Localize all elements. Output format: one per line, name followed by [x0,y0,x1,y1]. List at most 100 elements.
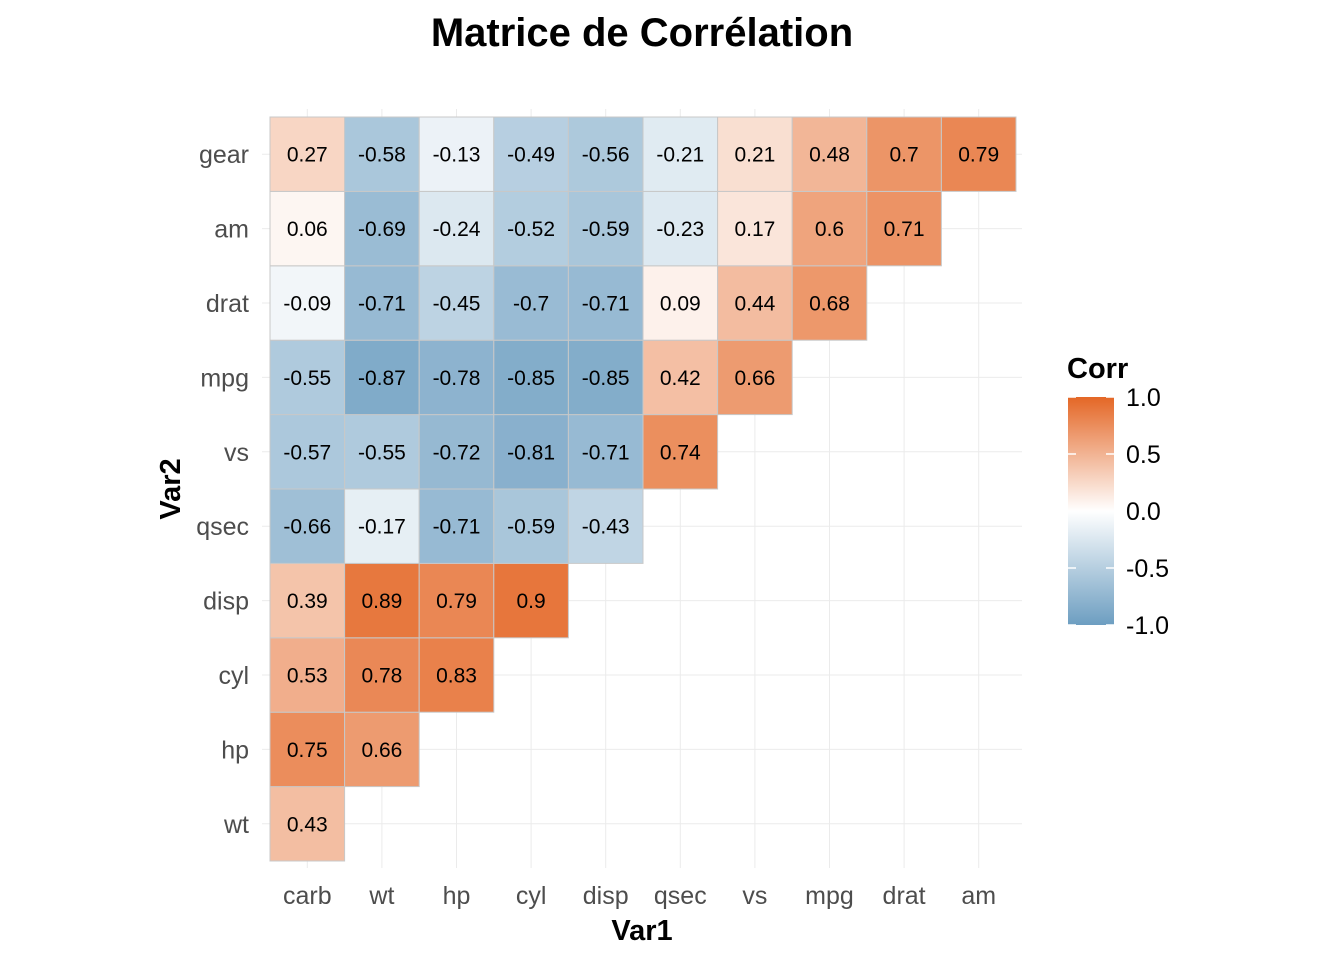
legend-tick-label: 0.5 [1126,441,1161,469]
x-axis-title: Var1 [611,915,672,947]
cell-value-label-carb-drat: -0.09 [283,293,331,316]
legend-tick-label: -1.0 [1126,612,1169,640]
cell-value-label-wt-drat: -0.71 [358,293,406,316]
cell-value-label-cyl-qsec: -0.59 [507,516,555,539]
cell-value-label-vs-drat: 0.44 [734,293,775,316]
cell-value-label-cyl-mpg: -0.85 [507,367,555,390]
cell-value-label-hp-am: -0.24 [433,218,481,241]
heatmap-cell-hp-cyl [418,637,495,713]
cell-value-label-mpg-gear: 0.48 [809,144,850,167]
heatmap-cell-wt-disp [344,562,420,639]
y-tick-label-wt: wt [223,811,249,839]
heatmap-cell-qsec-drat [642,265,719,341]
cell-value-label-disp-vs: -0.71 [582,441,630,464]
cell-value-label-hp-cyl: 0.83 [436,665,477,688]
heatmap-cell-qsec-gear [642,116,719,192]
heatmap-cell-cyl-qsec [493,488,569,564]
cell-value-label-carb-am: 0.06 [287,218,328,241]
cell-value-label-disp-mpg: -0.85 [582,367,630,390]
heatmap-cell-vs-gear [717,116,793,192]
x-tick-label-wt: wt [368,882,394,910]
legend-ticks: 1.0 0.5 0.0 -0.5 -1.0 [1068,384,1169,640]
cell-value-label-disp-am: -0.59 [582,218,630,241]
cell-value-label-qsec-vs: 0.74 [660,441,701,464]
heatmap-cell-drat-am [866,190,942,267]
legend-tick-label: -0.5 [1126,555,1169,583]
heatmap-cell-cyl-mpg [493,339,569,416]
heatmap-cell-disp-drat [567,265,644,341]
x-tick-label-disp: disp [583,882,629,910]
cell-value-label-cyl-disp: 0.9 [516,590,545,613]
heatmap-cell-disp-mpg [567,339,644,416]
heatmap-cell-am-gear [940,116,1017,192]
cell-value-label-qsec-am: -0.23 [656,218,704,241]
cell-value-label-disp-gear: -0.56 [582,144,630,167]
cell-value-label-qsec-drat: 0.09 [660,293,701,316]
cell-value-label-disp-qsec: -0.43 [582,516,630,539]
y-axis-title: Var2 [155,458,187,519]
heatmap-cell-carb-hp [269,711,346,788]
heatmap-cell-carb-mpg [269,339,346,416]
cell-value-label-wt-am: -0.69 [358,218,406,241]
heatmap-cell-mpg-gear [791,116,868,192]
x-axis-tick-labels: carb wt hp cyl disp qsec vs mpg drat am [283,882,996,910]
heatmap-cell-qsec-mpg [642,339,719,416]
x-tick-label-hp: hp [443,882,471,910]
heatmap-cell-hp-vs [418,414,495,490]
cell-value-label-carb-hp: 0.75 [287,739,328,762]
cell-value-label-hp-drat: -0.45 [433,293,481,316]
cell-value-label-wt-mpg: -0.87 [358,367,406,390]
chart-title: Matrice de Corrélation [431,11,853,55]
cell-value-label-wt-gear: -0.58 [358,144,406,167]
cell-value-label-carb-qsec: -0.66 [283,516,331,539]
color-legend: Corr 1.0 0.5 0.0 -0.5 -1.0 [1067,353,1169,640]
heatmap-cell-wt-qsec [344,488,420,564]
cell-value-label-carb-gear: 0.27 [287,144,328,167]
y-tick-label-qsec: qsec [196,513,249,541]
x-tick-label-qsec: qsec [654,882,707,910]
heatmap-cell-wt-am [344,190,420,267]
heatmap-cell-carb-drat [269,265,346,341]
heatmap-cell-cyl-drat [493,265,569,341]
heatmap-cell-mpg-am [791,190,868,267]
heatmap-cell-wt-gear [344,116,420,192]
heatmap-cell-wt-vs [344,414,420,490]
heatmap-cell-carb-gear [269,116,346,192]
cell-value-label-hp-gear: -0.13 [433,144,481,167]
heatmap-cell-vs-am [717,190,793,267]
cell-value-label-wt-hp: 0.66 [361,739,402,762]
cell-value-label-cyl-vs: -0.81 [507,441,555,464]
cell-value-labels: 0.43 0.75 0.66 0.53 0.78 0.83 0.39 0.89 0.79 0.9 -… [283,144,999,837]
cell-value-label-mpg-drat: 0.68 [809,293,850,316]
x-tick-label-cyl: cyl [516,882,547,910]
cell-value-label-hp-qsec: -0.71 [433,516,481,539]
x-tick-label-drat: drat [883,882,926,910]
cell-value-label-wt-cyl: 0.78 [361,665,402,688]
x-tick-label-vs: vs [742,882,767,910]
heatmap-cell-hp-qsec [418,488,495,564]
heatmap-cells [269,116,1017,862]
x-tick-label-mpg: mpg [805,882,854,910]
y-tick-label-mpg: mpg [200,364,249,392]
x-tick-label-carb: carb [283,882,332,910]
heatmap-cell-cyl-am [493,190,569,267]
y-axis-tick-labels: wt hp cyl disp qsec vs mpg drat am gear [196,141,249,839]
cell-value-label-am-gear: 0.79 [958,144,999,167]
cell-value-label-vs-am: 0.17 [734,218,775,241]
heatmap-cell-carb-vs [269,414,346,490]
cell-value-label-qsec-gear: -0.21 [656,144,704,167]
heatmap-cell-cyl-vs [493,414,569,490]
heatmap-cell-cyl-gear [493,116,569,192]
cell-value-label-hp-vs: -0.72 [433,441,481,464]
y-tick-label-vs: vs [224,439,249,467]
heatmap-cell-cyl-disp [493,562,569,639]
cell-value-label-cyl-drat: -0.7 [513,293,549,316]
cell-value-label-carb-wt: 0.43 [287,813,328,836]
heatmap-cell-hp-disp [418,562,495,639]
cell-value-label-drat-gear: 0.7 [889,144,918,167]
legend-title: Corr [1067,353,1128,385]
cell-value-label-cyl-gear: -0.49 [507,144,555,167]
legend-tick-label: 1.0 [1126,384,1161,412]
y-tick-label-disp: disp [203,588,249,616]
